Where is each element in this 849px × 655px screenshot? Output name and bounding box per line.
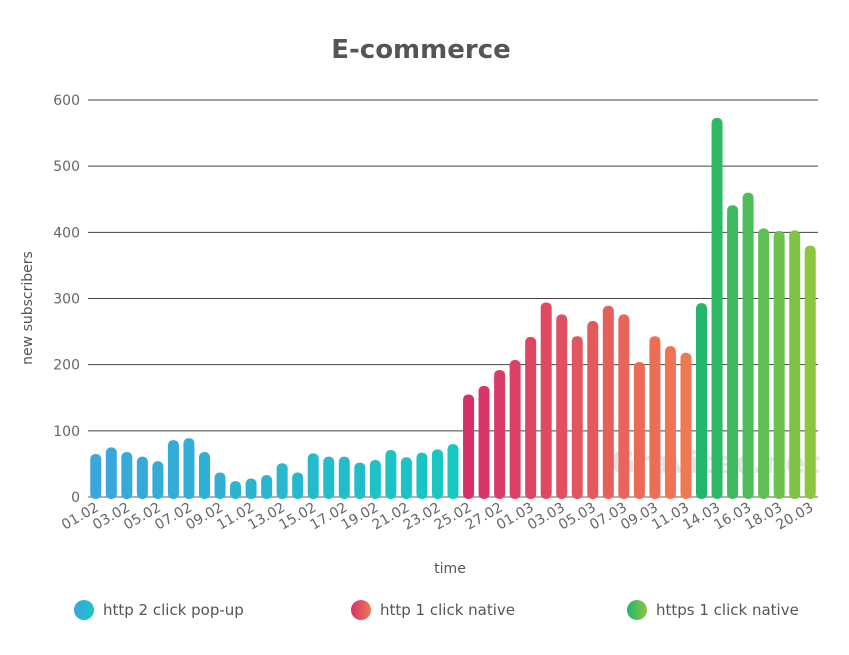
- bar: [121, 452, 133, 499]
- bar: [525, 336, 537, 499]
- bar: [167, 440, 179, 499]
- bar: [711, 117, 723, 500]
- bar: [540, 302, 552, 499]
- bars: [90, 117, 816, 500]
- bar: [369, 459, 381, 499]
- bar: [727, 205, 739, 499]
- bar: [758, 228, 770, 499]
- bar: [136, 456, 148, 499]
- bar: [587, 320, 599, 499]
- bar: [152, 461, 164, 499]
- bar: [105, 447, 117, 499]
- bar: [276, 463, 288, 499]
- bar: [494, 369, 506, 499]
- bar: [416, 452, 428, 499]
- bar: [90, 453, 102, 499]
- bar: [292, 472, 304, 499]
- legend: http 2 click pop-up http 1 click native ht…: [74, 600, 799, 620]
- bar: [742, 192, 754, 499]
- bar: [696, 303, 708, 499]
- legend-label: https 1 click native: [656, 601, 799, 619]
- bar: [431, 449, 443, 499]
- legend-label: http 1 click native: [380, 601, 515, 619]
- chart-title: E-commerce: [331, 35, 511, 65]
- bar: [680, 352, 692, 499]
- bar: [509, 360, 521, 499]
- bar: [230, 481, 242, 499]
- legend-swatch: [74, 600, 94, 620]
- bar: [385, 450, 397, 499]
- grid: [88, 99, 818, 498]
- y-tick-label: 600: [53, 93, 80, 109]
- bar: [649, 336, 661, 499]
- bar: [664, 346, 676, 499]
- bar: [571, 336, 583, 499]
- y-tick-label: 200: [53, 358, 80, 374]
- bar: [245, 478, 257, 499]
- bar: [789, 230, 801, 499]
- bar: [183, 438, 195, 499]
- bar: [261, 475, 273, 499]
- legend-swatch: [627, 600, 647, 620]
- bar: [556, 314, 568, 499]
- y-tick-label: 400: [53, 225, 80, 241]
- bar: [214, 472, 226, 499]
- bar: [602, 305, 614, 499]
- bar: [463, 394, 475, 499]
- y-axis-label: new subscribers: [20, 251, 36, 365]
- bar: [400, 457, 412, 499]
- bar: [447, 444, 459, 499]
- x-axis-ticks: 01.0203.0205.0207.0209.0211.0213.0215.02…: [59, 500, 816, 534]
- y-axis-ticks: 0 100 200 300 400 500 600: [53, 93, 80, 506]
- bar: [198, 452, 210, 499]
- legend-swatch: [351, 600, 371, 620]
- bar: [773, 231, 785, 499]
- bar: [338, 456, 350, 499]
- y-tick-label: 500: [53, 159, 80, 175]
- bar: [354, 462, 366, 499]
- bar: [804, 245, 816, 499]
- bar: [618, 314, 630, 499]
- x-axis-label: time: [434, 561, 466, 577]
- bar: [323, 456, 335, 499]
- y-tick-label: 0: [71, 490, 80, 506]
- y-tick-label: 300: [53, 292, 80, 308]
- legend-label: http 2 click pop-up: [103, 601, 244, 619]
- bar: [478, 385, 490, 499]
- y-tick-label: 100: [53, 424, 80, 440]
- bar: [633, 362, 645, 499]
- bar: [307, 453, 319, 499]
